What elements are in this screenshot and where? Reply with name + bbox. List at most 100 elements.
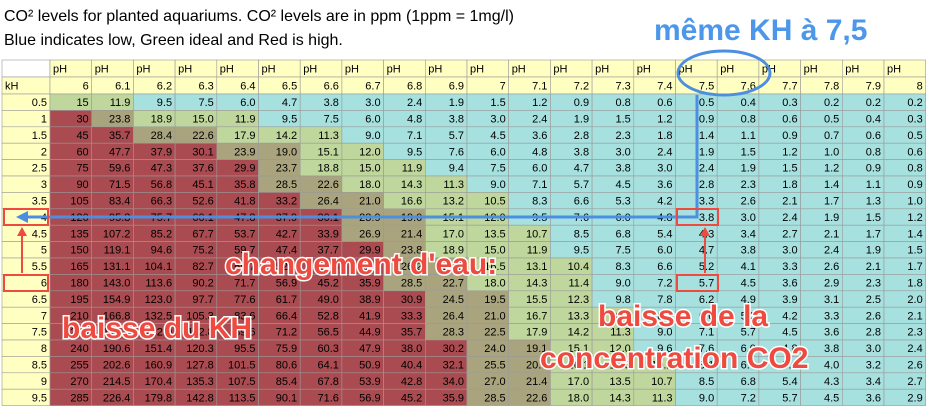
co2-value: 0.3 bbox=[782, 97, 797, 109]
co2-value: 2.4 bbox=[782, 212, 797, 224]
co2-value: 1.5 bbox=[782, 163, 797, 175]
co2-value: 1.4 bbox=[699, 130, 714, 142]
column-group-label: pH bbox=[178, 63, 192, 75]
co2-value: 30 bbox=[76, 114, 88, 126]
ph-value: 7.5 bbox=[699, 80, 714, 92]
kh-value: 6 bbox=[41, 278, 47, 290]
co2-value: 1.5 bbox=[616, 114, 631, 126]
co2-value: 7.8 bbox=[657, 294, 672, 306]
co2-value: 28.3 bbox=[443, 327, 464, 339]
co2-value: 3.0 bbox=[365, 97, 380, 109]
co2-value: 26.4 bbox=[443, 310, 464, 322]
co2-value: 179.8 bbox=[145, 392, 173, 404]
co2-value: 7.5 bbox=[616, 245, 631, 257]
co2-value: 107.5 bbox=[228, 376, 256, 388]
co2-value: 28.4 bbox=[151, 130, 172, 142]
kh-value: 9 bbox=[41, 376, 47, 388]
co2-value: 180 bbox=[70, 278, 88, 290]
co2-value: 113.6 bbox=[145, 278, 172, 290]
co2-value: 112.8 bbox=[187, 327, 214, 339]
co2-value: 10.2 bbox=[651, 360, 672, 372]
co2-value: 4.0 bbox=[824, 360, 839, 372]
kh-value: 2.5 bbox=[32, 163, 47, 175]
co2-value: 4.5 bbox=[490, 130, 505, 142]
kh-value: 5 bbox=[41, 245, 47, 257]
co2-value: 61.7 bbox=[276, 294, 297, 306]
co2-value: 2.6 bbox=[866, 310, 881, 322]
co2-value: 17.0 bbox=[568, 376, 589, 388]
co2-value: 285 bbox=[70, 392, 88, 404]
co2-value: 5.7 bbox=[699, 278, 714, 290]
co2-value: 6.8 bbox=[616, 228, 631, 240]
co2-value: 1.1 bbox=[866, 179, 881, 191]
co2-value: 2.6 bbox=[907, 360, 922, 372]
co2-value: 3.2 bbox=[866, 360, 881, 372]
co2-value: 1.5 bbox=[741, 146, 756, 158]
co2-value: 225 bbox=[70, 327, 88, 339]
co2-value: 15.1 bbox=[568, 343, 589, 355]
highlight-ellipse bbox=[676, 49, 772, 97]
co2-value: 11.3 bbox=[610, 327, 631, 339]
co2-value: 4.7 bbox=[282, 97, 297, 109]
ph-value: 7.9 bbox=[866, 80, 881, 92]
co2-value: 154.9 bbox=[103, 294, 131, 306]
kh-value: 0.5 bbox=[32, 97, 47, 109]
column-group-label: pH bbox=[345, 63, 359, 75]
co2-value: 3.8 bbox=[324, 97, 339, 109]
co2-value: 3.0 bbox=[782, 245, 797, 257]
co2-value: 1.8 bbox=[782, 179, 797, 191]
co2-value: 12.8 bbox=[609, 360, 630, 372]
co2-value: 10.7 bbox=[651, 376, 672, 388]
co2-value: 26.4 bbox=[317, 196, 338, 208]
co2-value: 9.8 bbox=[616, 294, 631, 306]
red-box bbox=[676, 274, 719, 292]
kh-value: 3 bbox=[41, 179, 47, 191]
co2-value: 56.8 bbox=[151, 179, 172, 191]
co2-value: 11.3 bbox=[443, 179, 464, 191]
co2-value: 3.4 bbox=[741, 228, 756, 240]
co2-value: 30.9 bbox=[401, 294, 422, 306]
co2-value: 28.5 bbox=[276, 179, 297, 191]
column-group-label: pH bbox=[637, 63, 651, 75]
annotations: même KH à 7,5 changement d'eau: baisse d… bbox=[3, 12, 869, 376]
co2-value: 23.7 bbox=[276, 163, 297, 175]
cell bbox=[1, 59, 51, 78]
co2-value: 7.6 bbox=[449, 146, 464, 158]
co2-value: 3.8 bbox=[824, 343, 839, 355]
title-line: Blue indicates low, Green ideal and Red … bbox=[4, 32, 343, 49]
co2-value: 5.3 bbox=[616, 196, 631, 208]
co2-value: 26.2 bbox=[401, 261, 422, 273]
co2-value: 14.2 bbox=[276, 130, 297, 142]
co2-value: 52.8 bbox=[317, 310, 338, 322]
co2-value: 7.2 bbox=[657, 278, 672, 290]
co2-value: 37.6 bbox=[192, 163, 213, 175]
co2-value: 4.5 bbox=[616, 179, 631, 191]
co2-value: 3.8 bbox=[574, 146, 589, 158]
co2-value: 1.5 bbox=[490, 97, 505, 109]
co2-value: 71.5 bbox=[109, 179, 130, 191]
co2-value: 82.7 bbox=[192, 261, 213, 273]
co2-value: 85.2 bbox=[151, 228, 172, 240]
co2-value: 9.5 bbox=[282, 114, 297, 126]
co2-value: 9.0 bbox=[699, 392, 714, 404]
co2-value: 59.7 bbox=[234, 245, 255, 257]
co2-value: 4.2 bbox=[782, 310, 797, 322]
co2-value: 6.8 bbox=[741, 376, 756, 388]
co2-value: 44.9 bbox=[359, 327, 380, 339]
co2-value: 14.2 bbox=[568, 327, 589, 339]
co2-value: 3.8 bbox=[449, 114, 464, 126]
co2-value: 4.1 bbox=[741, 261, 756, 273]
co2-value: 255 bbox=[70, 360, 88, 372]
kh-value: 1.5 bbox=[32, 130, 47, 142]
ph-value: 6.5 bbox=[282, 80, 297, 92]
co2-value: 50.9 bbox=[359, 360, 380, 372]
kh-value: 9.5 bbox=[32, 392, 47, 404]
co2-value: 35.7 bbox=[401, 327, 422, 339]
co2-value: 65.7 bbox=[234, 261, 255, 273]
co2-value: 1.7 bbox=[907, 261, 922, 273]
co2-value: 7.6 bbox=[699, 343, 714, 355]
co2-value: 21.0 bbox=[359, 196, 380, 208]
arrow-head bbox=[16, 211, 28, 223]
co2-value: 210 bbox=[70, 310, 88, 322]
co2-value: 0.4 bbox=[866, 114, 881, 126]
